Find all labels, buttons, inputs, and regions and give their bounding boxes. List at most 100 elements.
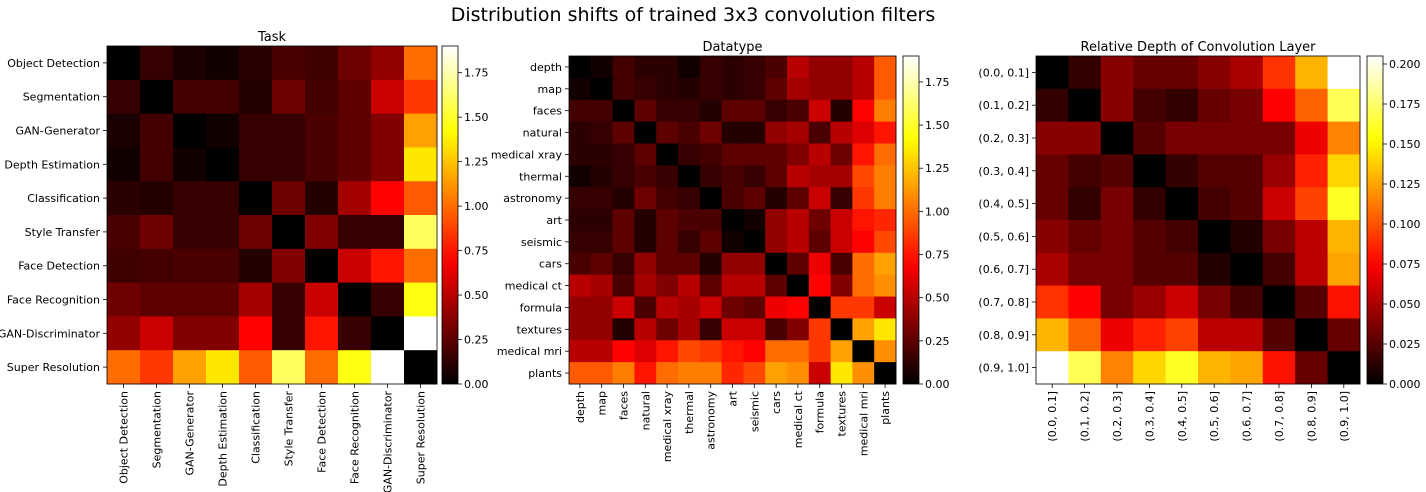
y-tick-label: Style Transfer (25, 226, 101, 239)
heatmap-cell (852, 77, 875, 101)
heatmap-cell (634, 143, 657, 166)
heatmap-cell (1133, 351, 1166, 385)
heatmap-cell (107, 215, 141, 250)
heatmap-cell (1100, 154, 1134, 188)
heatmap-cell (612, 362, 635, 385)
heatmap-cell (721, 209, 744, 232)
heatmap-cell (1230, 220, 1264, 254)
colorbar-tick-label: 0.125 (1389, 178, 1421, 191)
heatmap-cell (140, 282, 174, 317)
heatmap-cell (338, 316, 372, 351)
heatmap-cell (874, 274, 897, 297)
x-tick-label: (0.1, 0.2] (1079, 391, 1092, 442)
heatmap-cell (1133, 318, 1166, 352)
heatmap-cell (634, 99, 657, 122)
heatmap-cell (612, 209, 635, 232)
heatmap-cell (338, 248, 372, 283)
colorbar-tick-label: 0.100 (1389, 218, 1421, 231)
x-tick-label: natural (639, 391, 652, 430)
heatmap-cell (743, 56, 766, 79)
heatmap-cell (699, 99, 722, 122)
x-tick-label: art (727, 390, 740, 406)
heatmap-cell (305, 316, 339, 351)
heatmap-cell (765, 340, 788, 363)
heatmap-cell (272, 46, 306, 81)
heatmap-cell (173, 79, 207, 114)
heatmap-cell (1295, 154, 1328, 188)
heatmap-cell (699, 274, 722, 297)
heatmap-cell (338, 147, 372, 182)
colorbar-tick-label: 0.200 (1389, 58, 1421, 71)
heatmap-cell (1165, 351, 1199, 385)
heatmap-cell (699, 362, 722, 385)
heatmap-cell (371, 46, 405, 81)
heatmap-cell (765, 77, 788, 101)
y-tick-label: Face Recognition (7, 294, 100, 307)
y-tick-label: medical mri (497, 345, 562, 358)
heatmap-cell (173, 113, 207, 148)
heatmap-cell (272, 79, 306, 114)
heatmap-cell (787, 274, 810, 297)
heatmap-cell (590, 252, 613, 276)
x-tick-label: seismic (748, 391, 761, 432)
heatmap-cell (338, 181, 372, 216)
y-tick-label: Segmentation (23, 91, 100, 104)
heatmap-cell (1100, 351, 1134, 385)
heatmap-cell (1327, 154, 1361, 188)
heatmap-cell (634, 77, 657, 101)
heatmap-cell (852, 252, 875, 276)
y-tick-label: (0.0, 0.1] (978, 66, 1029, 79)
heatmap-cell (371, 282, 405, 317)
heatmap-cell (721, 99, 744, 122)
heatmap-cell (1295, 187, 1328, 221)
heatmap-cell (206, 316, 240, 351)
heatmap-cell (1198, 220, 1231, 254)
heatmap-3: Relative Depth of Convolution Layer (0.0,… (978, 40, 1420, 442)
heatmap-cell (874, 143, 897, 166)
heatmap-cell (787, 56, 810, 79)
heatmap-cell (1068, 285, 1102, 319)
y-tick-label: formula (520, 301, 562, 314)
heatmap-cell (699, 340, 722, 363)
heatmap-cell (1198, 154, 1231, 188)
heatmap-cell (1100, 252, 1134, 286)
y-tick-label: natural (523, 127, 562, 140)
heatmap-cell (743, 296, 766, 319)
heatmap-cell (107, 147, 141, 182)
heatmap-cell (656, 318, 679, 341)
heatmap-cell (1327, 121, 1361, 155)
heatmap-cell (634, 340, 657, 363)
y-tick-label: plants (528, 367, 562, 380)
heatmap-cell (808, 340, 831, 363)
heatmap-cell (1327, 220, 1361, 254)
y-tick-label: map (538, 83, 562, 96)
heatmap-cell (808, 318, 831, 341)
heatmap-cell (272, 113, 306, 148)
heatmap-cell (404, 46, 438, 81)
heatmap-cell (678, 56, 701, 79)
x-tick-label: Face Recognition (349, 391, 362, 484)
heatmap-cell (206, 350, 240, 385)
heatmap-cell (787, 165, 810, 188)
heatmap-cell (338, 79, 372, 114)
heatmap-cell (1198, 318, 1231, 352)
heatmap-cell (1068, 56, 1102, 90)
heatmap-cell (678, 99, 701, 122)
heatmap-cell (590, 165, 613, 188)
heatmap-cell (1036, 285, 1069, 319)
heatmap-cell (272, 147, 306, 182)
heatmap-cell (612, 121, 635, 144)
y-tick-label: medical xray (491, 148, 563, 161)
heatmap-cell (1262, 318, 1296, 352)
heatmap-cell (656, 121, 679, 144)
heatmap-cell (612, 187, 635, 210)
heatmap-cell (590, 187, 613, 210)
x-tick-label: formula (814, 391, 827, 433)
colorbar-tick-label: 0.050 (1389, 298, 1421, 311)
heatmap-cell (404, 248, 438, 283)
heatmap-cell (830, 56, 853, 79)
heatmap-cell (765, 143, 788, 166)
y-tick-label: GAN-Generator (15, 125, 100, 138)
heatmap-cell (743, 362, 766, 385)
